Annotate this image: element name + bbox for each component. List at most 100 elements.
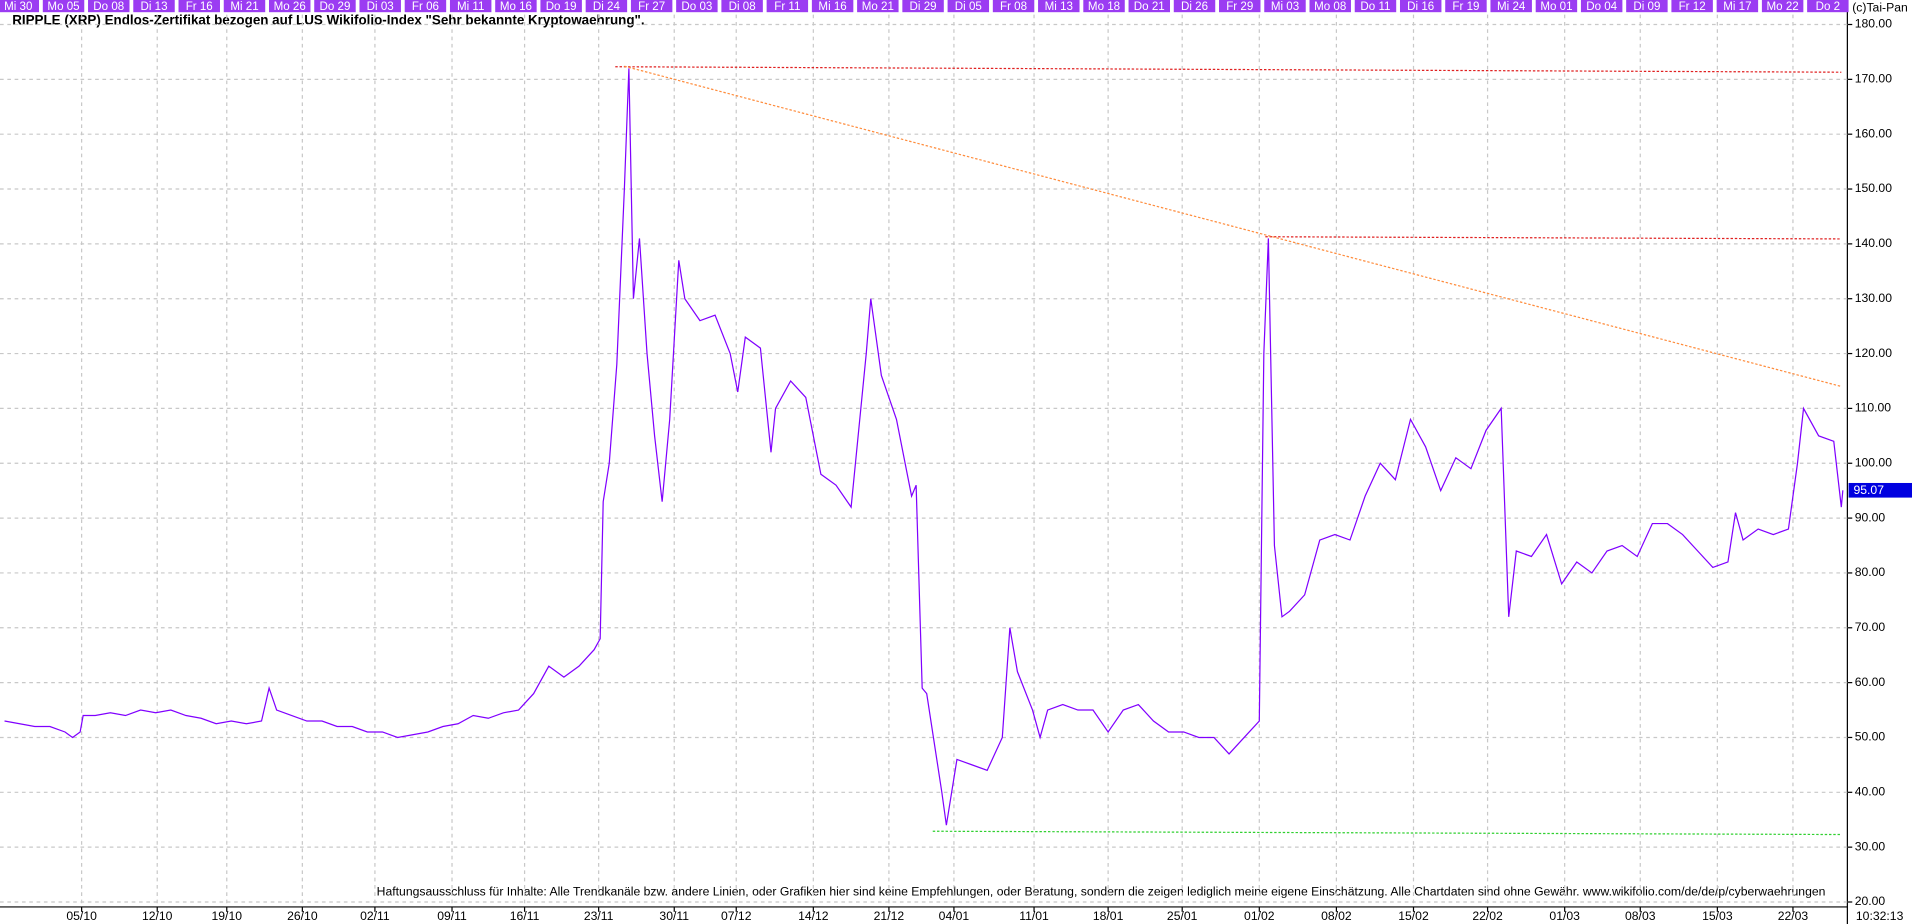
x-tick-label: 01/03: [1549, 909, 1580, 923]
day-label-box: [404, 0, 447, 13]
day-label: Mi 16: [818, 1, 846, 13]
x-tick-label: 26/10: [287, 909, 318, 923]
x-tick-label: 22/02: [1472, 909, 1503, 923]
day-label-box: [1128, 0, 1171, 13]
day-label-box: [268, 0, 311, 13]
day-label-box: [811, 0, 854, 13]
day-label-box: [1671, 0, 1713, 13]
trend-line: [615, 66, 1842, 73]
y-tick-label: 80.00: [1855, 565, 1886, 579]
day-label: Mo 05: [47, 1, 79, 13]
day-label-box: [1626, 0, 1668, 13]
y-tick-label: 90.00: [1855, 510, 1886, 524]
x-tick-label: 08/03: [1625, 909, 1656, 923]
day-label-box: [133, 0, 175, 13]
day-label: Do 2: [1816, 1, 1840, 13]
day-label-box: [721, 0, 763, 13]
day-label: Mo 18: [1088, 1, 1120, 13]
day-label-box: [1716, 0, 1759, 13]
day-label-box: [0, 0, 40, 13]
y-tick-label: 150.00: [1855, 181, 1893, 195]
day-label: Mi 17: [1723, 1, 1751, 13]
day-label: Fr 16: [186, 1, 213, 13]
y-tick-label: 170.00: [1855, 72, 1893, 86]
day-label: Di 26: [1181, 1, 1208, 13]
y-tick-label: 100.00: [1855, 455, 1893, 469]
y-tick-label: 50.00: [1855, 730, 1886, 744]
day-label-box: [178, 0, 220, 13]
day-label: Di 16: [1407, 1, 1434, 13]
day-label-box: [1807, 0, 1849, 13]
x-tick-label: 19/10: [212, 909, 243, 923]
y-tick-label: 40.00: [1855, 785, 1886, 799]
day-label-box: [1083, 0, 1125, 13]
day-label-box: [1038, 0, 1080, 13]
day-label: Do 03: [681, 1, 712, 13]
x-tick-label: 21/12: [874, 909, 905, 923]
day-label: Mi 21: [230, 1, 258, 13]
x-tick-label: 07/12: [721, 909, 752, 923]
day-label: Mi 03: [1271, 1, 1299, 13]
day-label: Fr 27: [638, 1, 665, 13]
day-label-box: [947, 0, 990, 13]
day-label: Di 29: [910, 1, 937, 13]
day-label: Fr 06: [412, 1, 439, 13]
x-tick-label: 30/11: [659, 909, 689, 923]
day-label-box: [314, 0, 356, 13]
disclaimer: Haftungsausschluss für Inhalte: Alle Tre…: [377, 885, 1826, 899]
x-tick-label: 15/02: [1398, 909, 1429, 923]
y-tick-label: 30.00: [1855, 839, 1886, 853]
x-tick-label: 18/01: [1093, 909, 1124, 923]
day-label: Mi 13: [1045, 1, 1073, 13]
x-tick-label: 22/03: [1778, 909, 1809, 923]
day-label: Fr 11: [774, 1, 800, 13]
day-label-box: [992, 0, 1035, 13]
day-label: Mo 26: [274, 1, 306, 13]
y-tick-label: 60.00: [1855, 675, 1886, 689]
day-label-box: [1173, 0, 1216, 13]
day-label-box: [42, 0, 85, 13]
day-label-box: [359, 0, 401, 13]
day-label: Mo 22: [1767, 1, 1799, 13]
day-label-box: [1219, 0, 1261, 13]
y-tick-label: 70.00: [1855, 620, 1886, 634]
day-label: Fr 29: [1226, 1, 1253, 13]
last-price-label: 95.07: [1853, 483, 1884, 497]
day-label: Mi 11: [457, 1, 484, 13]
x-tick-label: 09/11: [437, 909, 467, 923]
x-tick-label: 14/12: [798, 909, 829, 923]
day-label-box: [1264, 0, 1306, 13]
day-label-box: [676, 0, 718, 13]
day-label-box: [495, 0, 537, 13]
trend-line: [932, 830, 1842, 836]
day-label-box: [585, 0, 628, 13]
trend-line: [1265, 236, 1842, 240]
y-tick-label: 140.00: [1855, 236, 1893, 250]
y-tick-label: 180.00: [1855, 17, 1893, 31]
day-label-box: [1535, 0, 1578, 13]
x-tick-label: 08/02: [1321, 909, 1352, 923]
x-tick-label: 01/02: [1244, 909, 1275, 923]
x-tick-label: 16/11: [510, 909, 540, 923]
copyright: (c)Tai-Pan: [1852, 1, 1908, 15]
day-label: Fr 12: [1679, 1, 1706, 13]
day-label-box: [1580, 0, 1623, 13]
day-label: Di 13: [140, 1, 167, 13]
day-label-box: [1309, 0, 1351, 13]
y-tick-label: 110.00: [1855, 401, 1892, 415]
y-tick-label: 20.00: [1855, 894, 1886, 908]
day-label: Mo 01: [1540, 1, 1572, 13]
y-tick-label: 120.00: [1855, 346, 1893, 360]
x-tick-label: 25/01: [1167, 909, 1198, 923]
day-label-box: [1399, 0, 1442, 13]
day-label-box: [857, 0, 899, 13]
day-label-box: [88, 0, 130, 13]
x-tick-label: 02/11: [360, 909, 390, 923]
day-label: Mo 16: [500, 1, 532, 13]
day-label: Do 08: [93, 1, 124, 13]
last-price-box: [1848, 482, 1912, 498]
day-label: Do 04: [1586, 1, 1617, 13]
x-tick-label: 04/01: [939, 909, 970, 923]
